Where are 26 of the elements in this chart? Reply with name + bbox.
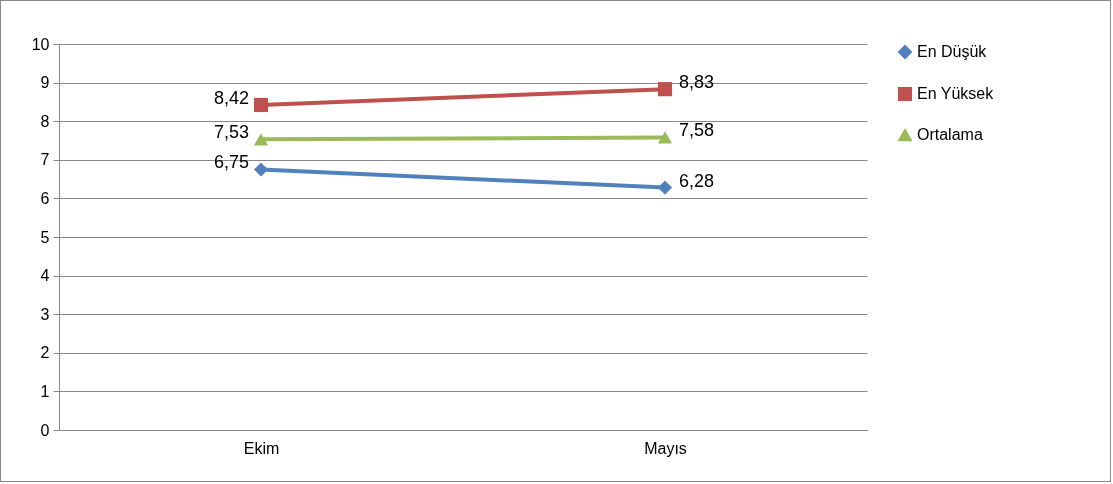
- y-tick-label: 7: [40, 151, 50, 169]
- y-tick-label: 2: [40, 344, 50, 362]
- point: [253, 162, 269, 177]
- data-label: 8,83: [679, 72, 715, 93]
- y-tick-label: 9: [40, 74, 50, 92]
- y-tick-label: 8: [40, 112, 50, 130]
- y-tick-label: 0: [40, 421, 50, 439]
- data-label: 6,75: [213, 152, 249, 173]
- data-label: 7,53: [213, 122, 249, 143]
- y-tick-label: 1: [40, 382, 50, 400]
- legend-label: En Düşük: [917, 43, 988, 60]
- legend-label: Ortalama: [917, 126, 983, 143]
- y-tick-label: 4: [40, 267, 50, 285]
- point: [657, 82, 673, 97]
- y-tick-label: 3: [40, 305, 50, 323]
- point: [657, 180, 673, 195]
- legend-label: En Yüksek: [917, 85, 995, 102]
- x-tick-label: Ekim: [243, 439, 280, 457]
- data-label: 6,28: [679, 170, 715, 191]
- data-label: 7,58: [679, 120, 715, 141]
- y-tick-label: 10: [31, 35, 50, 53]
- y-tick-label: 5: [40, 228, 50, 246]
- data-label: 8,42: [213, 87, 249, 108]
- y-tick-label: 6: [40, 189, 50, 207]
- x-tick-label: Mayıs: [644, 439, 687, 457]
- point: [253, 97, 269, 113]
